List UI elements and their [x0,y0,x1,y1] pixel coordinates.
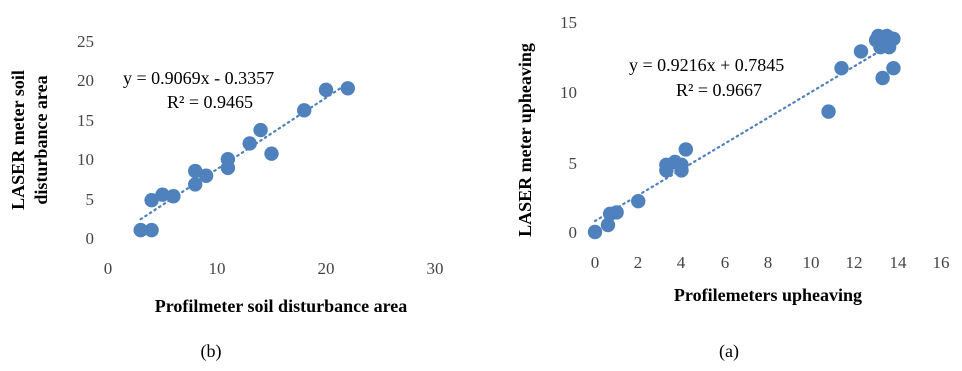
chart-b-data-point [155,187,170,202]
chart-a-data-point [886,31,901,46]
chart-b-x-ticks: 0 10 20 30 [104,259,444,278]
chart-a-points [587,28,901,240]
chart-a-x-tick: 0 [591,253,600,272]
chart-a-data-point [886,60,901,76]
chart-a-x-tick: 4 [677,253,686,272]
chart-b-data-point [144,192,159,208]
chart-a: LASER meter upheaving 0 5 10 15 0 2 4 6 … [515,13,950,362]
chart-a-data-point [600,217,616,233]
chart-b-data-point [166,189,181,204]
chart-b-x-tick: 0 [104,259,113,278]
chart-b-caption: (b) [201,341,222,362]
chart-a-x-tick: 14 [890,253,908,272]
chart-b-x-tick: 30 [427,259,444,278]
chart-a-data-point [674,163,689,178]
chart-a-r-squared: R² = 0.9667 [676,80,762,100]
chart-b-y-tick: 15 [77,111,94,130]
chart-a-x-tick: 2 [634,253,643,272]
chart-a-data-point [609,205,624,220]
chart-b-y-axis-title: LASER meter soil disturbance area [8,70,51,210]
chart-b-data-point [340,81,355,96]
chart-b-data-point [318,82,334,98]
chart-b-data-point [133,222,148,238]
chart-b-data-point [188,177,203,192]
chart-a-y-ticks: 0 5 10 15 [560,13,577,242]
chart-b-data-point [144,222,159,238]
chart-a-x-tick: 16 [933,253,950,272]
chart-a-data-point [631,194,646,209]
chart-b-y-tick: 0 [86,229,95,248]
chart-a-y-tick: 0 [569,223,578,242]
chart-a-data-point [834,60,849,76]
chart-b-y-tick: 10 [77,150,94,169]
chart-a-y-tick: 5 [569,154,578,173]
chart-b-data-point [198,168,214,183]
chart-a-x-tick: 12 [846,253,863,272]
chart-b-points [133,81,355,238]
chart-b-data-point [264,146,279,161]
chart-b-data-point [297,103,312,118]
chart-b-data-point [188,163,203,179]
chart-a-caption: (a) [719,341,739,362]
chart-b-data-point [220,160,236,176]
chart-b-x-tick: 10 [209,259,226,278]
chart-b-equation: y = 0.9069x - 0.3357 [123,68,274,88]
chart-b-data-point [253,122,268,138]
chart-b-data-point [242,136,257,151]
chart-a-equation: y = 0.9216x + 0.7845 [629,55,784,75]
chart-b-y-tick: 25 [77,32,94,51]
chart-a-y-tick: 15 [560,13,577,32]
chart-a-data-point [587,224,603,240]
chart-a-data-point [678,142,694,157]
chart-b-y-tick: 20 [77,71,94,90]
chart-a-x-axis-title: Profilemeters upheaving [674,285,862,305]
chart-a-data-point [875,70,890,86]
chart-a-x-tick: 8 [764,253,773,272]
chart-b: LASER meter soil disturbance area 0 5 10… [8,32,444,362]
chart-b-y-axis-title-line-1: LASER meter soil [8,70,28,210]
chart-a-x-tick: 10 [803,253,820,272]
chart-b-x-tick: 20 [318,259,335,278]
chart-a-y-tick: 10 [560,83,577,102]
chart-a-y-axis-title: LASER meter upheaving [515,43,535,237]
chart-b-x-axis-title: Profilmeter soil disturbance area [155,296,407,316]
chart-a-x-ticks: 0 2 4 6 8 10 12 14 16 [591,253,950,272]
chart-a-x-tick: 6 [721,253,730,272]
chart-b-y-tick: 5 [86,190,95,209]
chart-b-y-axis-title-line-2: disturbance area [31,75,51,204]
chart-a-data-point [853,44,869,59]
chart-b-r-squared: R² = 0.9465 [167,92,253,112]
chart-b-y-ticks: 0 5 10 15 20 25 [77,32,94,248]
chart-a-data-point [821,104,836,119]
